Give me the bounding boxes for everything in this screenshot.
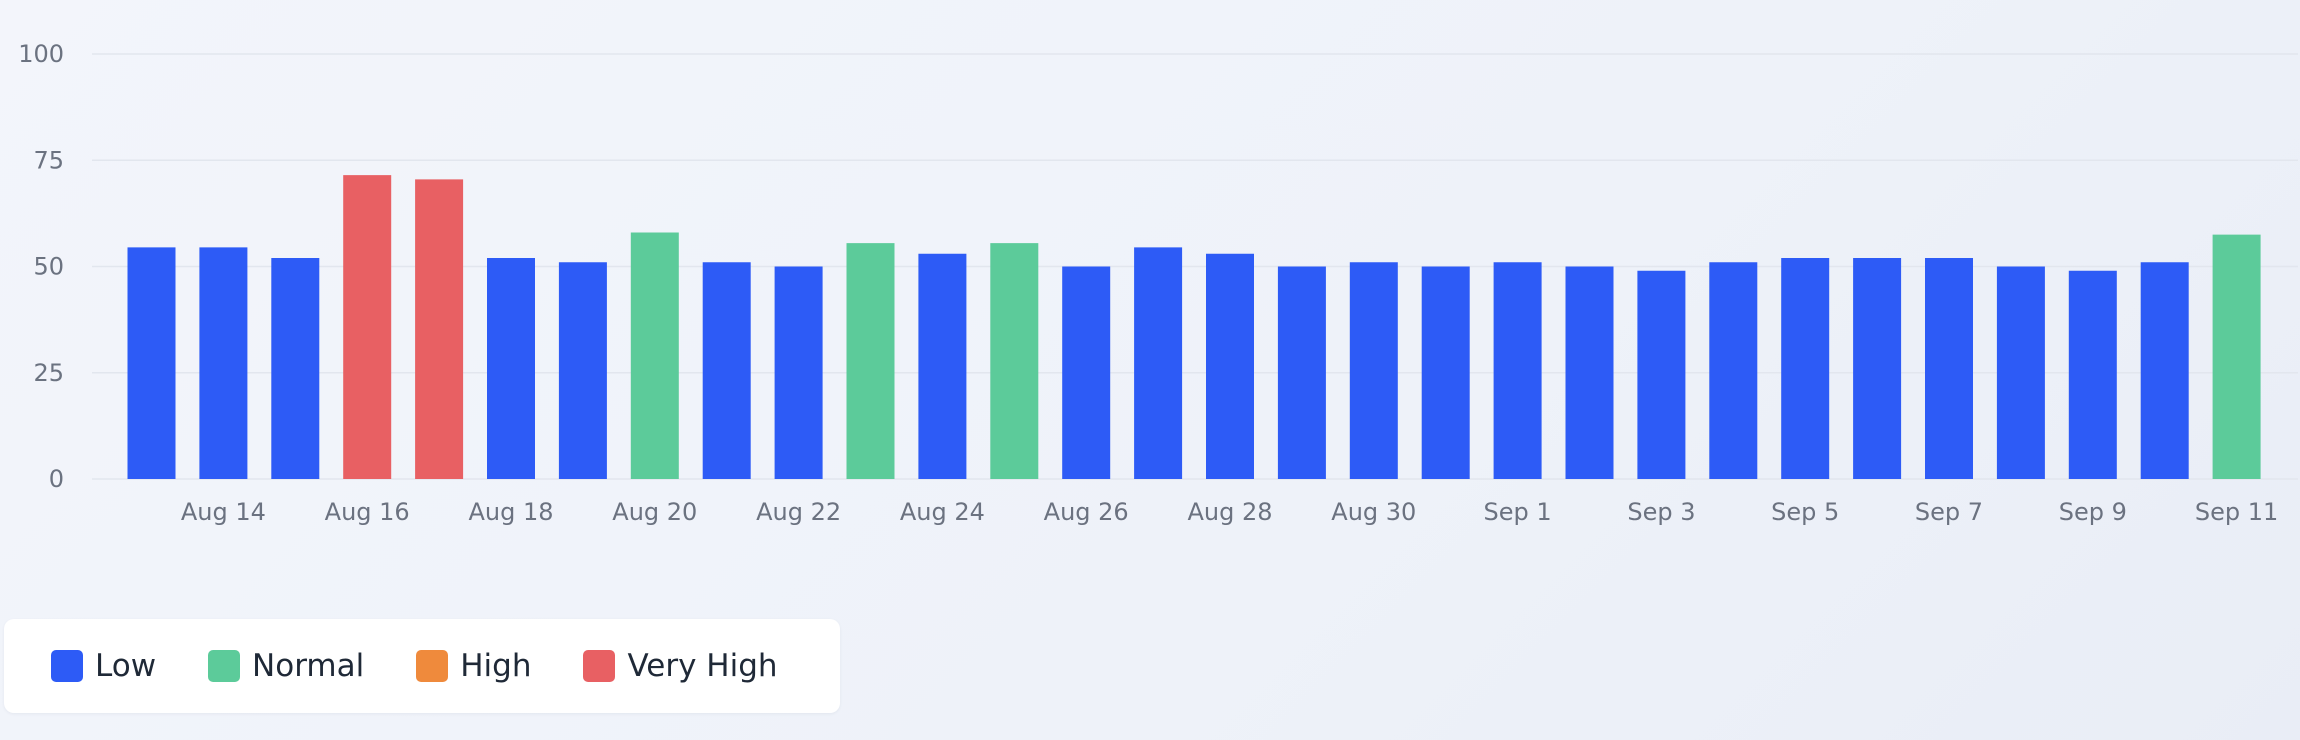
bar-aug-20[interactable] xyxy=(630,232,679,480)
bar-aug-31[interactable] xyxy=(1421,266,1470,480)
bar-sep-11[interactable] xyxy=(2212,234,2261,479)
bar-sep-3[interactable] xyxy=(1637,270,1686,479)
legend-label-low: Low xyxy=(95,648,157,684)
x-tick-label: Aug 18 xyxy=(468,498,553,526)
x-tick-label: Aug 20 xyxy=(612,498,697,526)
bar-aug-14[interactable] xyxy=(199,247,248,479)
y-tick-label: 75 xyxy=(33,146,64,174)
y-tick-label: 0 xyxy=(49,465,64,493)
bar-aug-16[interactable] xyxy=(343,175,392,479)
legend-item-high[interactable]: High xyxy=(416,648,531,684)
x-tick-label: Aug 28 xyxy=(1187,498,1272,526)
x-tick-label: Aug 16 xyxy=(325,498,410,526)
y-tick-label: 100 xyxy=(18,40,64,68)
x-tick-label: Sep 11 xyxy=(2195,498,2278,526)
bar-aug-17[interactable] xyxy=(415,179,464,479)
y-tick-label: 50 xyxy=(33,253,64,281)
bar-chart: 0 25 50 75 100 Aug 14 Aug 16 Aug 18 Aug 20 Aug 22… xyxy=(18,40,2298,526)
legend-swatch-low xyxy=(51,650,83,682)
legend-label-high: High xyxy=(460,648,532,684)
bar-aug-27[interactable] xyxy=(1134,247,1183,479)
bar-sep-6[interactable] xyxy=(1853,258,1902,479)
bar-aug-23[interactable] xyxy=(846,243,895,479)
y-tick-label: 25 xyxy=(33,359,64,387)
legend: Low Normal High Very High xyxy=(4,619,840,713)
x-tick-label: Sep 3 xyxy=(1627,498,1695,526)
bar-sep-10[interactable] xyxy=(2140,262,2189,479)
x-tick-label: Sep 5 xyxy=(1771,498,1839,526)
x-tick-label: Aug 14 xyxy=(181,498,266,526)
legend-swatch-very-high xyxy=(583,650,616,682)
bar-sep-7[interactable] xyxy=(1925,258,1973,479)
bar-aug-29[interactable] xyxy=(1277,266,1326,480)
legend-label-very-high: Very High xyxy=(627,648,778,684)
bar-sep-5[interactable] xyxy=(1781,258,1830,479)
legend-swatch-normal xyxy=(208,650,241,682)
bar-sep-9[interactable] xyxy=(2068,270,2117,479)
legend-item-normal[interactable]: Normal xyxy=(208,648,364,684)
x-tick-label: Aug 30 xyxy=(1331,498,1416,526)
bar-aug-26[interactable] xyxy=(1062,266,1111,480)
bar-aug-28[interactable] xyxy=(1206,253,1254,479)
bar-aug-25[interactable] xyxy=(990,243,1039,479)
bar-aug-19[interactable] xyxy=(558,262,607,479)
x-tick-label: Aug 26 xyxy=(1044,498,1129,526)
bar-sep-1[interactable] xyxy=(1493,262,1542,479)
legend-item-very-high[interactable]: Very High xyxy=(583,648,778,684)
bar-aug-21[interactable] xyxy=(702,262,751,479)
bar-aug-22[interactable] xyxy=(774,266,823,480)
legend-label-normal: Normal xyxy=(252,648,365,684)
legend-item-low[interactable]: Low xyxy=(51,648,156,684)
x-tick-label: Sep 7 xyxy=(1915,498,1983,526)
x-tick-label: Aug 24 xyxy=(900,498,985,526)
bar-aug-18[interactable] xyxy=(487,258,535,479)
bar-aug-13[interactable] xyxy=(127,247,176,479)
x-tick-label: Sep 1 xyxy=(1484,498,1552,526)
x-tick-label: Sep 9 xyxy=(2059,498,2127,526)
bar-aug-24[interactable] xyxy=(918,253,967,479)
bar-sep-4[interactable] xyxy=(1709,262,1758,479)
bar-aug-15[interactable] xyxy=(271,258,320,479)
bar-sep-8[interactable] xyxy=(1996,266,2045,480)
bar-aug-30[interactable] xyxy=(1349,262,1398,479)
x-tick-label: Aug 22 xyxy=(756,498,841,526)
bar-sep-2[interactable] xyxy=(1565,266,1614,480)
legend-swatch-high xyxy=(416,650,449,682)
